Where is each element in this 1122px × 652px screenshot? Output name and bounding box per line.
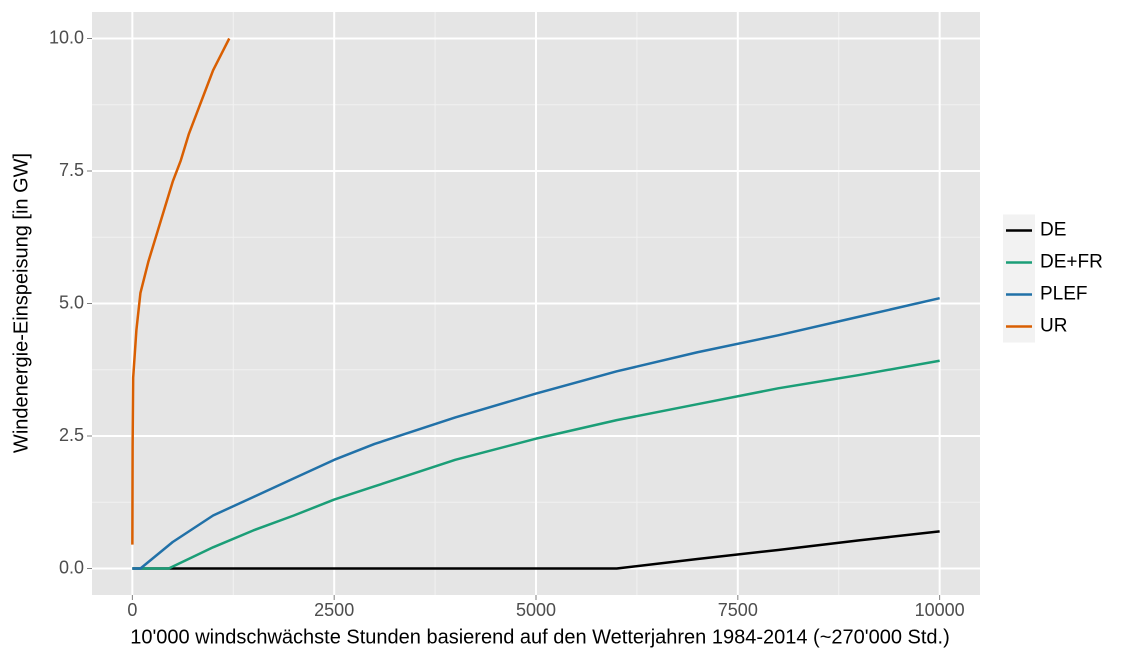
y-tick-label: 10.0 — [49, 27, 84, 47]
x-axis-title: 10'000 windschwächste Stunden basierend … — [130, 626, 950, 648]
x-tick-label: 7500 — [718, 600, 758, 620]
legend-label: UR — [1040, 316, 1067, 337]
series-line — [132, 359, 940, 570]
y-tick-label: 2.5 — [59, 425, 84, 445]
series-line — [131, 37, 231, 545]
x-tick-label: 0 — [127, 600, 137, 620]
x-tick-label: 10000 — [915, 600, 965, 620]
y-tick-label: 7.5 — [59, 160, 84, 180]
y-tick-label: 5.0 — [59, 292, 84, 312]
series-line — [132, 296, 940, 570]
legend-label: PLEF — [1040, 284, 1088, 305]
series-line — [132, 530, 940, 570]
x-tick-label: 5000 — [516, 600, 556, 620]
y-tick-label: 0.0 — [59, 557, 84, 577]
y-axis-title: Windenergie-Einspeisung [in GW] — [10, 153, 32, 453]
legend-label: DE — [1040, 220, 1066, 241]
legend-label: DE+FR — [1040, 252, 1103, 273]
x-tick-label: 2500 — [314, 600, 354, 620]
